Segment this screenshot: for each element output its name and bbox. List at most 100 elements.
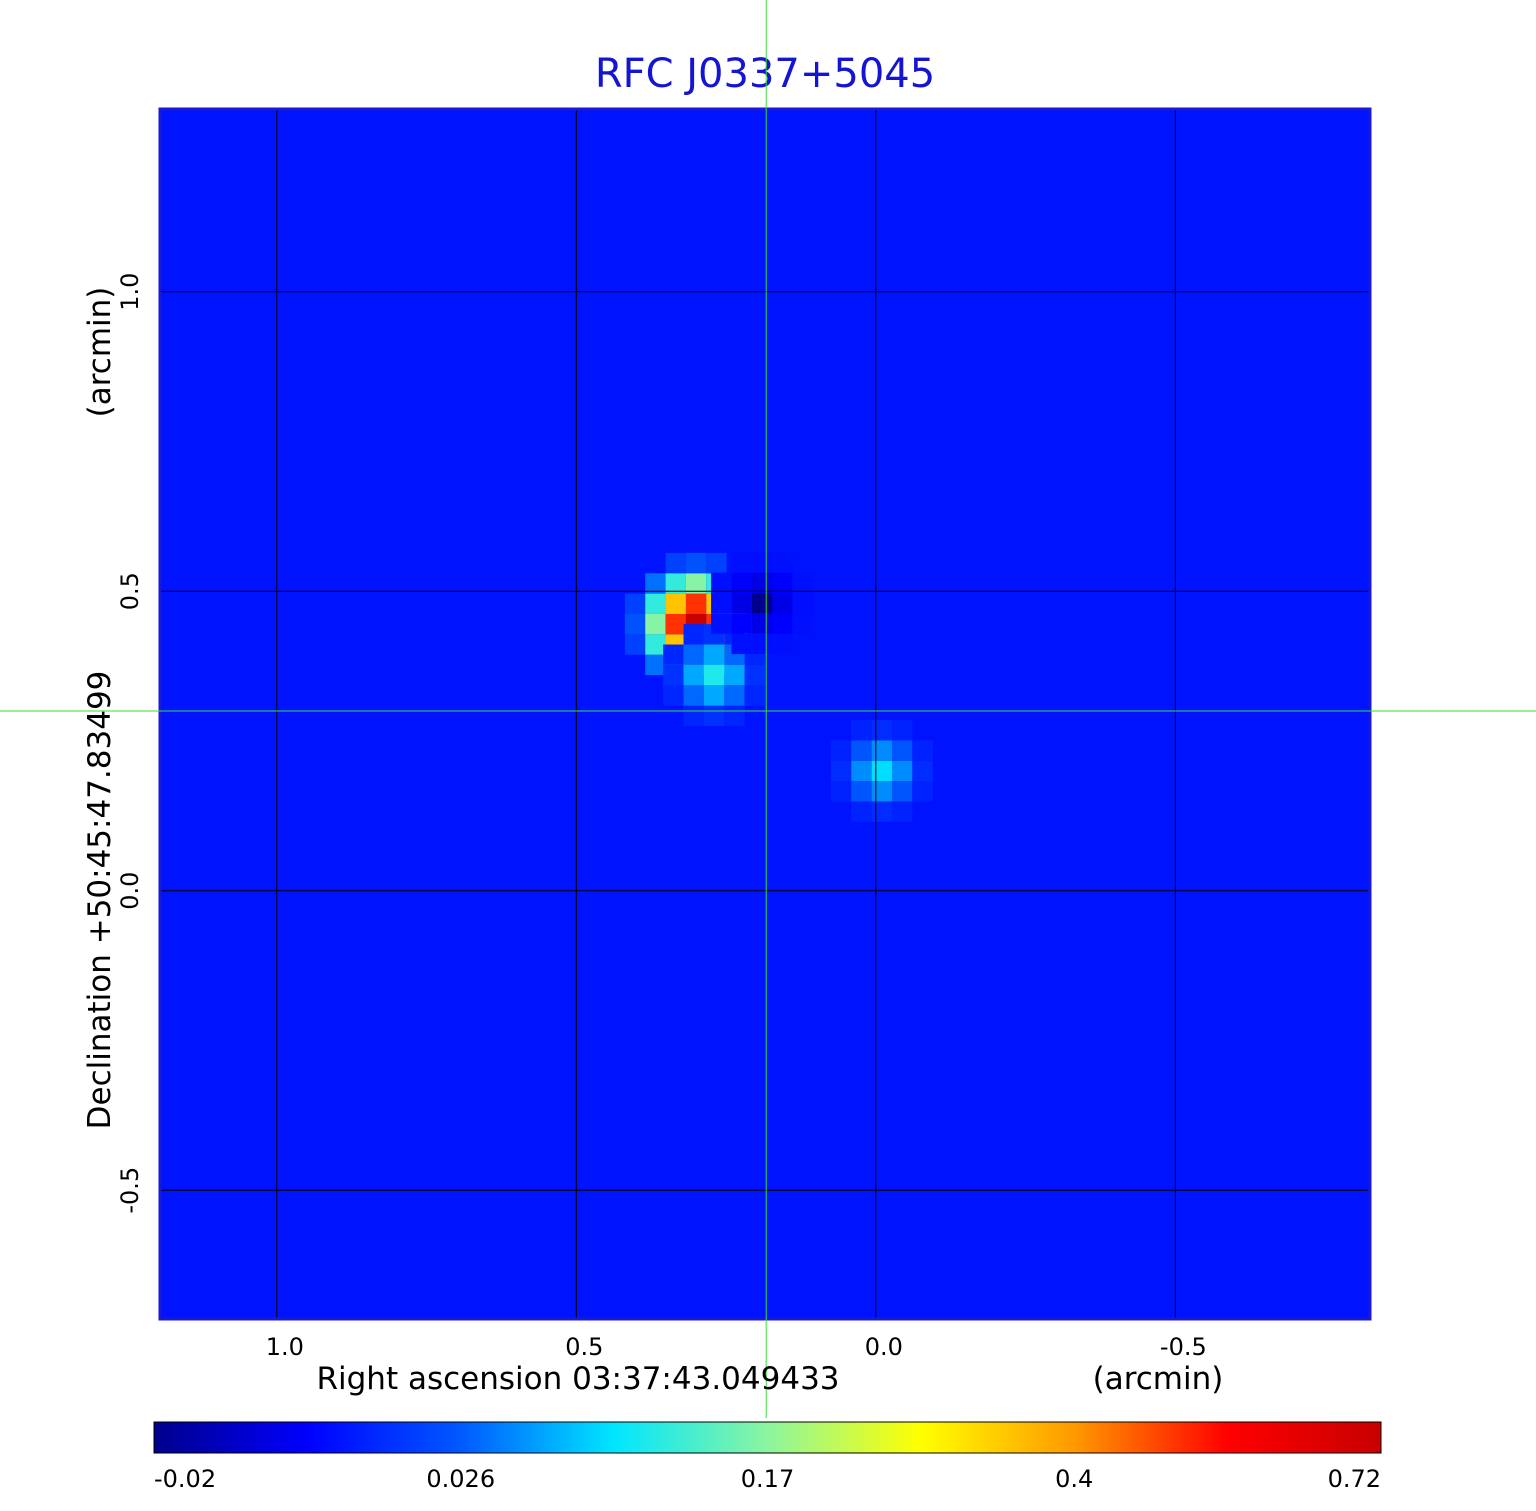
heatmap-pixel bbox=[683, 664, 704, 686]
crosshair bbox=[0, 0, 1536, 1418]
heatmap-pixel bbox=[891, 781, 913, 802]
heatmap-pixel bbox=[851, 801, 872, 822]
heatmap-pixel bbox=[624, 634, 646, 655]
heatmap-pixel bbox=[711, 613, 732, 634]
heatmap-pixel bbox=[685, 552, 707, 574]
heatmap-pixel bbox=[703, 705, 725, 726]
x-axis-unit: (arcmin) bbox=[1093, 1361, 1224, 1397]
heatmap-pixel bbox=[665, 552, 686, 574]
heatmap-pixel bbox=[792, 593, 813, 614]
heatmap-pixel bbox=[851, 781, 872, 802]
x-tick-label: 1.0 bbox=[266, 1333, 304, 1361]
heatmap-pixel bbox=[683, 705, 704, 726]
heatmap-pixel bbox=[645, 654, 666, 676]
heatmap-pixel bbox=[724, 705, 745, 726]
heatmap-pixel bbox=[851, 740, 872, 761]
heatmap-pixel bbox=[871, 801, 892, 822]
heatmap-pixel bbox=[731, 572, 752, 593]
heatmap-pixel bbox=[751, 552, 773, 573]
heatmap-pixel bbox=[830, 740, 852, 761]
heatmap-pixel bbox=[731, 613, 752, 634]
coordinate-grid bbox=[160, 109, 1370, 1319]
heatmap-pixel bbox=[871, 781, 892, 802]
heatmap-pixel bbox=[751, 593, 773, 614]
heatmap-pixel bbox=[624, 613, 646, 635]
heatmap-pixel bbox=[871, 740, 892, 761]
heatmap-pixel bbox=[851, 760, 872, 782]
x-axis-label: Right ascension 03:37:43.049433 bbox=[316, 1361, 839, 1397]
heatmap-pixel bbox=[772, 593, 793, 614]
heatmap-pixel bbox=[663, 644, 684, 665]
heatmap-pixel bbox=[731, 552, 752, 573]
y-tick-label: 0.0 bbox=[116, 872, 144, 910]
colorbar-tick-label: 0.026 bbox=[426, 1465, 495, 1493]
heatmap-pixel bbox=[830, 781, 852, 802]
heatmap-pixel bbox=[703, 644, 725, 665]
heatmap-pixel bbox=[744, 664, 765, 686]
heatmap-pixel bbox=[711, 572, 732, 593]
y-axis-label: Declination +50:45:47.83499 bbox=[82, 671, 118, 1130]
heatmap-pixel bbox=[751, 633, 773, 655]
x-tick-label: -0.5 bbox=[1160, 1333, 1207, 1361]
heatmap-pixel bbox=[645, 573, 666, 594]
y-tick-label: 1.0 bbox=[116, 273, 144, 311]
heatmap-pixel bbox=[724, 664, 745, 686]
heatmap-pixel bbox=[871, 760, 892, 782]
heatmap-pixel bbox=[891, 760, 913, 782]
chart-title: RFC J0337+5045 bbox=[595, 51, 935, 97]
heatmap-image bbox=[160, 109, 1370, 1319]
heatmap-pixel bbox=[792, 613, 813, 634]
y-tick-label: -0.5 bbox=[116, 1167, 144, 1214]
heatmap-pixel bbox=[891, 801, 913, 822]
heatmap-pixel bbox=[772, 572, 793, 593]
heatmap-pixel bbox=[663, 664, 684, 686]
heatmap-pixel bbox=[665, 593, 686, 614]
x-tick-labels: 1.0 0.5 0.0 -0.5 bbox=[266, 1333, 1207, 1361]
heatmap-pixel bbox=[703, 664, 725, 686]
x-tick-label: 0.0 bbox=[865, 1333, 903, 1361]
heatmap-pixel bbox=[851, 719, 872, 741]
heatmap-pixel bbox=[683, 624, 704, 645]
heatmap-pixel bbox=[891, 719, 913, 741]
y-axis-unit: (arcmin) bbox=[82, 287, 118, 418]
y-tick-label: 0.5 bbox=[116, 572, 144, 610]
y-tick-labels: 1.0 0.5 0.0 -0.5 bbox=[116, 273, 144, 1214]
heatmap-pixel bbox=[751, 572, 773, 593]
heatmap-pixel bbox=[703, 685, 725, 706]
heatmap-pixel bbox=[912, 781, 933, 802]
heatmap-pixel bbox=[772, 552, 793, 573]
plot-frame bbox=[158, 107, 1372, 1321]
heatmap-pixel bbox=[683, 685, 704, 706]
heatmap-pixel bbox=[683, 644, 704, 665]
heatmap-pixel bbox=[772, 633, 793, 655]
colorbar-tick-label: 0.72 bbox=[1328, 1465, 1381, 1493]
heatmap-pixel bbox=[744, 685, 765, 706]
heatmap-pixel bbox=[731, 593, 752, 614]
heatmap-pixel bbox=[645, 593, 666, 614]
colorbar-tick-label: 0.17 bbox=[741, 1465, 794, 1493]
heatmap-pixel bbox=[685, 593, 707, 614]
x-tick-label: 0.5 bbox=[565, 1333, 603, 1361]
heatmap-pixel bbox=[663, 685, 684, 706]
heatmap-pixel bbox=[711, 593, 732, 614]
heatmap-pixel bbox=[665, 573, 686, 594]
heatmap-background bbox=[160, 109, 1370, 1319]
heatmap-pixel bbox=[645, 613, 666, 635]
heatmap-pixel bbox=[685, 573, 707, 594]
heatmap-pixel bbox=[724, 685, 745, 706]
heatmap-pixel bbox=[772, 613, 793, 634]
heatmap-pixel bbox=[706, 552, 727, 574]
heatmap-pixel bbox=[624, 593, 646, 614]
heatmap-pixel bbox=[645, 634, 666, 655]
heatmap-pixel bbox=[665, 613, 686, 635]
heatmap-pixel bbox=[731, 633, 752, 655]
colorbar bbox=[153, 1421, 1382, 1454]
colorbar-tick-label: -0.02 bbox=[154, 1465, 216, 1493]
heatmap-pixel bbox=[891, 740, 913, 761]
colorbar-tick-label: 0.4 bbox=[1055, 1465, 1093, 1493]
heatmap-pixel bbox=[792, 572, 813, 593]
heatmap-pixel bbox=[830, 760, 852, 782]
heatmap-pixel bbox=[871, 719, 892, 741]
heatmap-pixel bbox=[912, 740, 933, 761]
